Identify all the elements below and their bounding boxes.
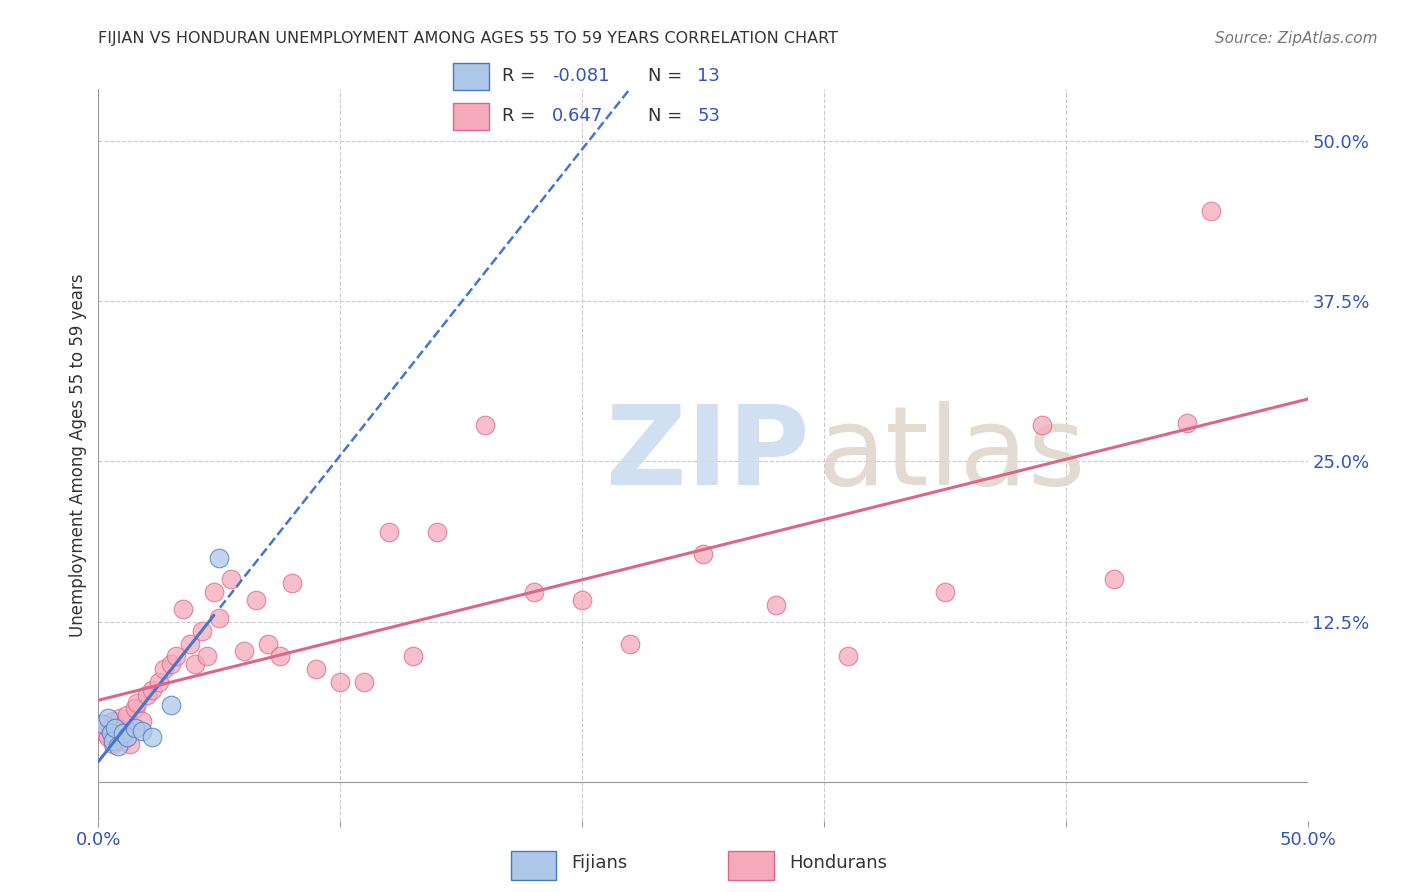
Text: Hondurans: Hondurans: [789, 854, 887, 872]
Point: [97, 730, 120, 744]
Text: 53: 53: [697, 107, 720, 125]
Point: [204, 585, 226, 599]
Point: [692, 547, 714, 561]
Point: [124, 700, 146, 714]
Point: [94, 726, 117, 740]
Point: [111, 726, 134, 740]
Point: [353, 675, 375, 690]
Point: [160, 698, 183, 713]
Point: [131, 714, 153, 728]
Point: [108, 711, 131, 725]
Text: 0.647: 0.647: [553, 107, 603, 125]
Point: [135, 688, 157, 702]
Point: [100, 723, 122, 738]
Text: Fijians: Fijians: [571, 854, 627, 872]
Point: [195, 649, 218, 664]
Point: [131, 723, 153, 738]
Point: [91, 717, 114, 731]
Point: [523, 585, 546, 599]
Point: [91, 717, 114, 731]
Bar: [510, 851, 557, 880]
Point: [256, 636, 278, 650]
Point: [1199, 204, 1222, 219]
Point: [474, 418, 496, 433]
Text: Source: ZipAtlas.com: Source: ZipAtlas.com: [1215, 31, 1378, 46]
Point: [117, 730, 139, 744]
Point: [191, 624, 214, 638]
Point: [117, 708, 139, 723]
Point: [179, 636, 201, 650]
Point: [208, 550, 231, 565]
Text: R =: R =: [502, 107, 541, 125]
Point: [141, 730, 163, 744]
Point: [1175, 416, 1198, 430]
Bar: [453, 103, 489, 130]
Point: [1031, 418, 1053, 433]
Point: [1102, 573, 1125, 587]
Point: [837, 649, 859, 664]
Point: [281, 576, 304, 591]
Point: [619, 636, 641, 650]
Point: [148, 675, 170, 690]
Point: [107, 721, 129, 735]
Text: atlas: atlas: [818, 401, 1087, 508]
Point: [221, 573, 243, 587]
Point: [571, 593, 593, 607]
Point: [426, 524, 449, 539]
Point: [402, 649, 425, 664]
Point: [934, 585, 956, 599]
Point: [377, 524, 399, 539]
Text: -0.081: -0.081: [553, 68, 609, 86]
Point: [97, 711, 120, 725]
Point: [165, 649, 187, 664]
Point: [329, 675, 352, 690]
Point: [107, 739, 129, 754]
Point: [232, 644, 254, 658]
Point: [305, 662, 328, 676]
Point: [152, 662, 174, 676]
Point: [172, 602, 194, 616]
Point: [100, 726, 122, 740]
Point: [114, 723, 136, 738]
Point: [104, 721, 127, 735]
Text: N =: N =: [648, 107, 688, 125]
Point: [101, 714, 124, 728]
Bar: [453, 62, 489, 90]
Point: [118, 737, 141, 751]
Point: [765, 598, 787, 612]
Point: [111, 734, 134, 748]
Bar: [728, 851, 773, 880]
Text: FIJIAN VS HONDURAN UNEMPLOYMENT AMONG AGES 55 TO 59 YEARS CORRELATION CHART: FIJIAN VS HONDURAN UNEMPLOYMENT AMONG AG…: [98, 31, 838, 46]
Text: R =: R =: [502, 68, 541, 86]
Point: [184, 657, 207, 671]
Point: [269, 649, 291, 664]
Text: 13: 13: [697, 68, 720, 86]
Point: [104, 730, 127, 744]
Point: [101, 737, 124, 751]
Point: [127, 696, 149, 710]
Point: [208, 611, 231, 625]
Y-axis label: Unemployment Among Ages 55 to 59 years: Unemployment Among Ages 55 to 59 years: [69, 273, 87, 637]
Point: [141, 682, 163, 697]
Point: [160, 657, 183, 671]
Point: [101, 734, 124, 748]
Point: [124, 721, 146, 735]
Point: [245, 593, 267, 607]
Text: ZIP: ZIP: [606, 401, 810, 508]
Text: N =: N =: [648, 68, 688, 86]
